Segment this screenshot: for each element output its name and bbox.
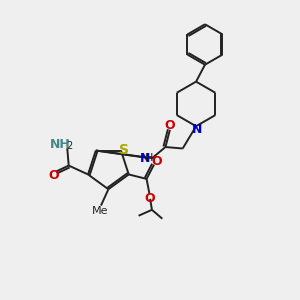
Text: O: O [48, 169, 58, 182]
Text: N: N [140, 152, 150, 164]
Text: S: S [119, 142, 129, 157]
Text: O: O [164, 118, 175, 131]
Text: O: O [151, 155, 162, 168]
Text: 2: 2 [67, 141, 73, 151]
Text: N: N [191, 123, 202, 136]
Text: Me: Me [92, 206, 108, 216]
Text: H: H [145, 153, 154, 163]
Text: NH: NH [50, 138, 71, 151]
Text: O: O [145, 192, 155, 205]
